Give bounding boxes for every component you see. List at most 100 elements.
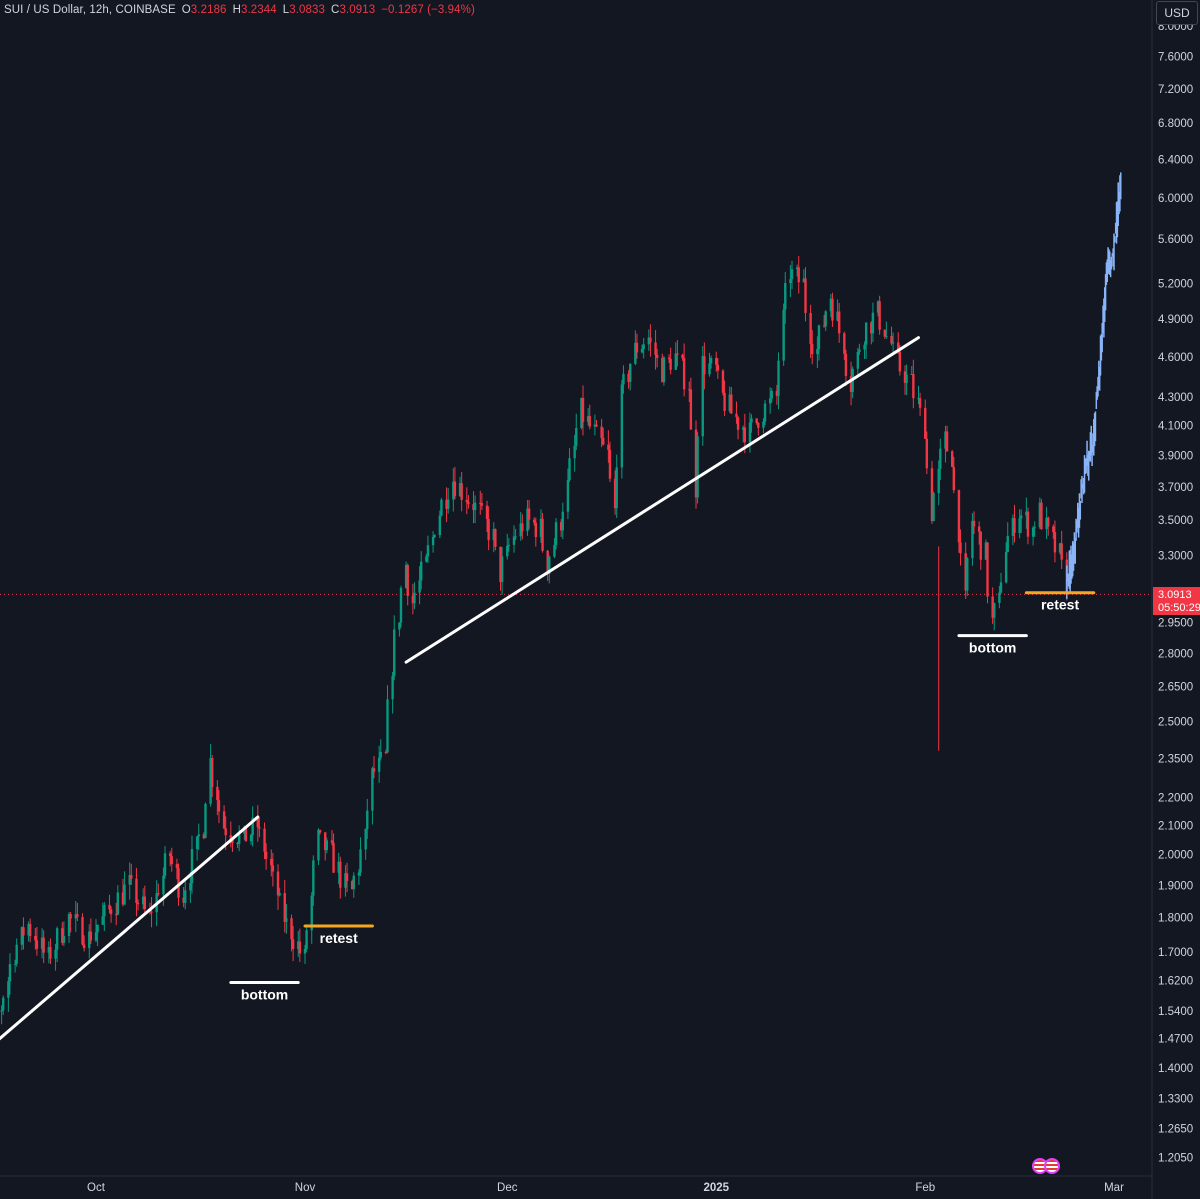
- candle-down: [822, 315, 826, 328]
- candle-up: [27, 921, 30, 942]
- candle-up: [204, 802, 207, 839]
- candle-down: [950, 449, 954, 468]
- candle-up: [1011, 514, 1015, 546]
- candle-up: [615, 454, 618, 519]
- candle-down: [527, 499, 531, 530]
- candle-up: [13, 959, 17, 973]
- candle-down: [730, 387, 733, 414]
- open-value: 3.2186: [190, 4, 227, 16]
- candle-up: [54, 943, 57, 971]
- candle-down: [150, 897, 153, 928]
- candle-up: [1045, 506, 1048, 540]
- price-tick-label: 2.6500: [1158, 681, 1193, 693]
- candle-down: [883, 329, 886, 339]
- candle-down: [479, 490, 482, 515]
- candle-down: [130, 863, 133, 885]
- candle-up: [789, 265, 792, 297]
- candle-down: [925, 431, 929, 475]
- candle-up: [876, 300, 880, 317]
- candle-down: [494, 528, 497, 551]
- price-tick-label: 1.9000: [1158, 880, 1193, 892]
- candle-up: [458, 476, 462, 497]
- price-tick-label: 1.4700: [1158, 1034, 1193, 1046]
- candle-down: [588, 404, 591, 430]
- candle-up: [344, 865, 347, 897]
- candle-down: [42, 930, 45, 964]
- bottom-label: bottom: [241, 986, 288, 1002]
- candle-up: [768, 387, 772, 414]
- currency-button[interactable]: USD: [1156, 1, 1198, 25]
- candle-down: [676, 340, 679, 367]
- candle-down: [472, 491, 475, 524]
- candle-down: [600, 418, 603, 448]
- candle-up: [701, 346, 704, 446]
- candle-down: [654, 330, 657, 370]
- candle-up: [47, 941, 51, 964]
- candle-down: [703, 342, 706, 390]
- candle-up: [116, 885, 120, 916]
- candle-up: [642, 337, 645, 359]
- candle-up: [2, 995, 5, 1015]
- candle-down: [977, 521, 981, 545]
- price-tick-label: 1.5400: [1158, 1006, 1193, 1018]
- candle-up: [506, 533, 509, 560]
- candle-up: [440, 497, 443, 517]
- candle-down: [735, 401, 738, 424]
- candle-up: [398, 622, 401, 637]
- candle-down: [290, 914, 293, 952]
- candle-up: [728, 386, 731, 413]
- close-value: 3.0913: [339, 4, 376, 16]
- candle-down: [655, 348, 659, 368]
- candle-up: [399, 585, 403, 628]
- us-flag-icon[interactable]: [1044, 1158, 1060, 1174]
- candle-down: [688, 381, 691, 403]
- candle-down: [465, 487, 468, 515]
- candle-up: [816, 336, 819, 368]
- candle-down: [1026, 507, 1030, 545]
- candle-down: [1052, 524, 1055, 539]
- candle-down: [324, 832, 327, 861]
- candle-up: [74, 900, 77, 932]
- candle-up: [40, 928, 44, 959]
- candle-down: [559, 519, 563, 538]
- price-tick-label: 1.6200: [1158, 976, 1193, 988]
- price-tick-label: 6.4000: [1158, 154, 1193, 166]
- candle-up: [305, 924, 308, 952]
- candle-down: [264, 843, 268, 870]
- candle-down: [270, 849, 273, 877]
- price-tick-label: 3.9000: [1158, 450, 1193, 462]
- candle-down: [957, 489, 961, 553]
- candle-down: [521, 514, 524, 540]
- price-tick-label: 3.3000: [1158, 550, 1193, 562]
- candle-down: [276, 864, 280, 910]
- candle-up: [359, 837, 362, 877]
- price-tick-label: 2.1000: [1158, 821, 1193, 833]
- candle-down: [157, 883, 160, 897]
- candle-down: [952, 456, 955, 494]
- candle-up: [750, 414, 753, 433]
- candle-up: [777, 352, 780, 410]
- candle-up: [795, 264, 799, 277]
- candle-up: [784, 272, 787, 324]
- candle-up: [190, 835, 194, 894]
- trendline[interactable]: [404, 336, 920, 664]
- candle-up: [492, 522, 495, 553]
- candle-up: [312, 855, 315, 906]
- candle-down: [445, 487, 448, 523]
- candle-down: [222, 805, 226, 830]
- candle-up: [1033, 521, 1036, 537]
- candle-down: [34, 928, 37, 950]
- candle-up: [391, 671, 394, 714]
- candle-up: [554, 518, 558, 550]
- candle-up: [863, 341, 866, 359]
- candle-up: [770, 388, 773, 403]
- us-flag-icon[interactable]: [1032, 1158, 1072, 1174]
- candle-down: [61, 922, 64, 946]
- candle-down: [121, 878, 125, 907]
- candle-down: [332, 833, 335, 873]
- candle-up: [1020, 509, 1023, 533]
- candle-down: [797, 255, 800, 294]
- candle-down: [372, 756, 376, 779]
- trendline[interactable]: [0, 815, 260, 1043]
